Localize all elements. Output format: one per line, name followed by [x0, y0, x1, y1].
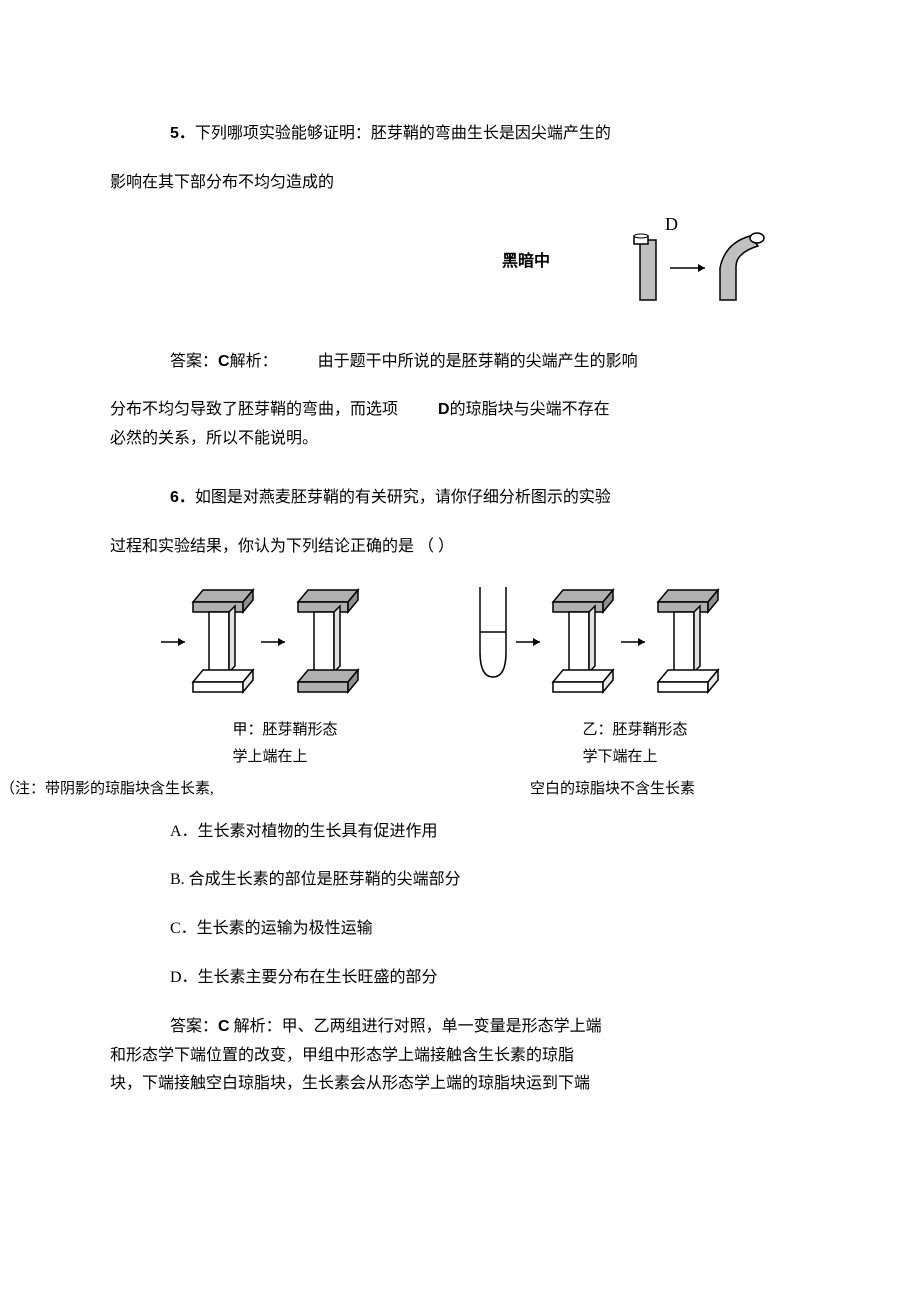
q6-analysis-2: 和形态学下端位置的改变，甲组中形态学上端接触含生长素的琼脂: [110, 1042, 810, 1071]
q6-number: 6．: [170, 489, 195, 506]
q5-text1: 下列哪项实验能够证明：胚芽鞘的弯曲生长是因尖端产生的: [195, 125, 611, 142]
q5-analysis-2b: D: [438, 401, 450, 418]
q6-caption1-l2: 学上端在上: [232, 744, 337, 771]
q6-option-b: B. 合成生长素的部位是胚芽鞘的尖端部分: [170, 866, 810, 895]
q5-analysis-2c: 的琼脂块与尖端不存在: [450, 401, 610, 418]
q5-dark-label: 黑暗中: [502, 248, 550, 277]
q6-caption-yi: 乙：胚芽鞘形态 学下端在上: [582, 717, 687, 771]
q5-analysis-2a: 分布不均匀导致了胚芽鞘的弯曲，而选项: [110, 401, 398, 418]
q6-caption2-l1: 乙：胚芽鞘形态: [582, 717, 687, 744]
q5-answer-cont: 分布不均匀导致了胚芽鞘的弯曲，而选项 D的琼脂块与尖端不存在 必然的关系，所以不能…: [110, 396, 810, 454]
q5-answer-line1: 答案：C解析： 由于题干中所说的是胚芽鞘的尖端产生的影响: [170, 348, 810, 377]
q6-analysis-3: 块，下端接触空白琼脂块，生长素会从形态学上端的琼脂块运到下端: [110, 1070, 810, 1099]
q6-answer-label: 答案：: [170, 1018, 218, 1035]
svg-text:D: D: [665, 218, 678, 234]
q5-answer-letter: C: [218, 353, 230, 370]
q6-analysis-1: 甲、乙两组进行对照，单一变量是形态学上端: [282, 1018, 602, 1035]
q6-note-right: 空白的琼脂块不含生长素: [390, 776, 920, 803]
q6-question-line2: 过程和实验结果，你认为下列结论正确的是 （ ）: [110, 533, 810, 562]
q6-diagram-yi: [468, 582, 768, 712]
q6-caption-row: 甲：胚芽鞘形态 学上端在上 乙：胚芽鞘形态 学下端在上: [110, 717, 810, 771]
q6-diagram-row: [110, 582, 810, 712]
q5-diagram-d-svg: D: [610, 218, 770, 308]
q6-caption2-l2: 学下端在上: [582, 744, 687, 771]
q6-note-left: （注：带阴影的琼脂块含生长素,: [0, 776, 390, 803]
q6-text1: 如图是对燕麦胚芽鞘的有关研究，请你仔细分析图示的实验: [195, 489, 611, 506]
q6-analysis-label: 解析：: [230, 1018, 282, 1035]
q6-question-line1: 6．如图是对燕麦胚芽鞘的有关研究，请你仔细分析图示的实验: [170, 484, 810, 513]
q6-option-c: C．生长素的运输为极性运输: [170, 915, 810, 944]
q5-answer-label: 答案：: [170, 353, 218, 370]
q5-analysis-label: 解析：: [230, 353, 278, 370]
q5-analysis-1: 由于题干中所说的是胚芽鞘的尖端产生的影响: [318, 353, 638, 370]
q6-caption1-l1: 甲：胚芽鞘形态: [232, 717, 337, 744]
q6-note-row: （注：带阴影的琼脂块含生长素, 空白的琼脂块不含生长素: [0, 776, 920, 803]
q5-diagram-d-row: 黑暗中 D: [110, 218, 770, 308]
q5-question-line2: 影响在其下部分布不均匀造成的: [110, 169, 810, 198]
q6-option-a: A．生长素对植物的生长具有促进作用: [170, 818, 810, 847]
q6-diagram-jia: [153, 582, 383, 712]
q5-number: 5．: [170, 125, 195, 142]
q5-analysis-3: 必然的关系，所以不能说明。: [110, 430, 318, 447]
q6-caption-jia: 甲：胚芽鞘形态 学上端在上: [232, 717, 337, 771]
q5-question-line1: 5．下列哪项实验能够证明：胚芽鞘的弯曲生长是因尖端产生的: [170, 120, 810, 149]
q6-option-d: D．生长素主要分布在生长旺盛的部分: [170, 964, 810, 993]
q6-answer-letter: C: [218, 1018, 230, 1035]
q6-answer-line1: 答案：C 解析：甲、乙两组进行对照，单一变量是形态学上端: [170, 1013, 810, 1042]
